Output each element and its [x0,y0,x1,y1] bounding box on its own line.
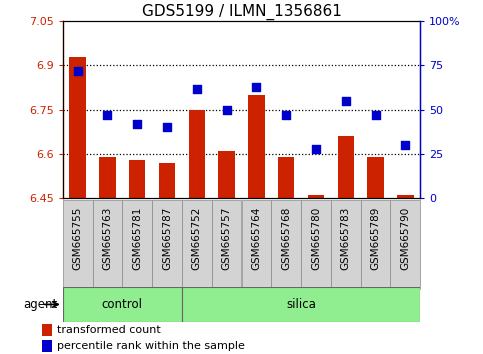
Point [193,86,201,91]
Text: GSM665755: GSM665755 [72,207,83,270]
Point [342,98,350,104]
Point [401,142,409,148]
Bar [182,287,420,322]
Bar [182,200,212,289]
Bar [271,200,301,289]
Bar [242,200,271,289]
Text: GSM665763: GSM665763 [102,207,113,270]
Text: silica: silica [286,298,316,311]
Bar [301,200,331,289]
Point [372,112,380,118]
Text: GSM665783: GSM665783 [341,207,351,270]
Text: GSM665752: GSM665752 [192,207,202,270]
Bar [308,195,324,198]
Text: GSM665757: GSM665757 [222,207,232,270]
Bar [122,200,152,289]
Point [312,146,320,152]
Bar [331,200,361,289]
Text: GSM665780: GSM665780 [311,207,321,270]
Point [163,125,171,130]
Bar [129,160,145,198]
Bar [248,95,265,198]
Point [74,68,82,74]
Bar [397,195,413,198]
Title: GDS5199 / ILMN_1356861: GDS5199 / ILMN_1356861 [142,4,341,20]
Bar [63,200,93,289]
Text: GSM665764: GSM665764 [251,207,261,270]
Bar [278,157,294,198]
Bar [43,324,52,336]
Text: GSM665790: GSM665790 [400,207,411,270]
Text: GSM665789: GSM665789 [370,207,381,270]
Point [253,84,260,90]
Bar [70,57,86,198]
Text: GSM665768: GSM665768 [281,207,291,270]
Point [104,112,112,118]
Text: transformed count: transformed count [57,325,161,336]
Bar [212,200,242,289]
Point [282,112,290,118]
Text: percentile rank within the sample: percentile rank within the sample [57,341,245,352]
Bar [159,163,175,198]
Bar [390,200,420,289]
Bar [361,200,390,289]
Text: agent: agent [24,298,58,311]
Bar [63,287,182,322]
Text: GSM665781: GSM665781 [132,207,142,270]
Bar [43,340,52,353]
Bar [99,157,115,198]
Bar [93,200,122,289]
Point [223,107,230,113]
Text: GSM665787: GSM665787 [162,207,172,270]
Bar [152,200,182,289]
Bar [189,110,205,198]
Text: control: control [102,298,143,311]
Bar [368,157,384,198]
Bar [218,151,235,198]
Point [133,121,141,127]
Bar [338,136,354,198]
